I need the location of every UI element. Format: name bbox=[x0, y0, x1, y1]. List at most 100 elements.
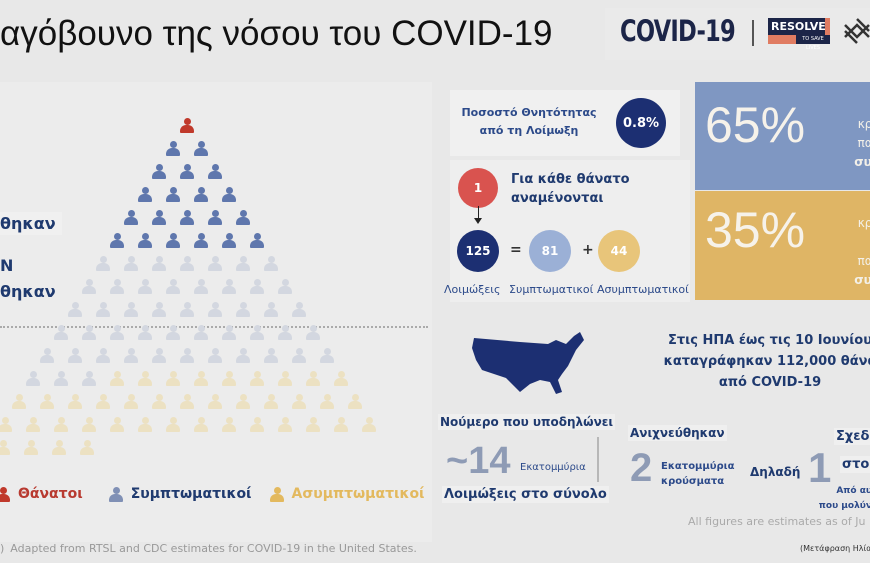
ratio-sub-text: Από αυ που μολύν bbox=[818, 486, 870, 511]
person-icon bbox=[180, 394, 194, 409]
total-infections-caption: Λοιμώξεις στο σύνολο bbox=[442, 486, 609, 503]
arrow-line bbox=[478, 206, 479, 220]
person-icon bbox=[278, 279, 292, 294]
not-detected-label-line2: θηκαν bbox=[0, 282, 56, 301]
person-icon bbox=[82, 371, 96, 386]
person-icon bbox=[152, 164, 166, 179]
person-icon bbox=[138, 187, 152, 202]
person-icon bbox=[348, 394, 362, 409]
partner-knot-icon bbox=[844, 18, 870, 44]
person-icon bbox=[12, 394, 26, 409]
person-icon bbox=[180, 118, 194, 133]
person-icon bbox=[278, 371, 292, 386]
person-icon bbox=[26, 417, 40, 432]
person-icon bbox=[110, 325, 124, 340]
caption-symptomatic: Συμπτωματικοί bbox=[509, 283, 594, 296]
person-icon bbox=[222, 417, 236, 432]
usa-deaths-text: Στις ΗΠΑ έως τις 10 Ιουνίου καταγράφηκαν… bbox=[663, 333, 870, 390]
person-icon bbox=[278, 417, 292, 432]
equals-sign: = bbox=[510, 242, 522, 258]
person-icon bbox=[334, 371, 348, 386]
person-icon bbox=[124, 210, 138, 225]
person-icon bbox=[110, 371, 124, 386]
person-icon bbox=[278, 325, 292, 340]
person-icon bbox=[194, 141, 208, 156]
symptomatic-percent-text: Τ κρουσ παρου συμπτ bbox=[854, 117, 870, 169]
person-icon bbox=[152, 394, 166, 409]
pyramid-panel: θηκαν Ν θηκαν bbox=[0, 82, 432, 542]
person-icon bbox=[208, 210, 222, 225]
total-infections-unit: Εκατομμύρια bbox=[520, 462, 586, 473]
person-icon bbox=[320, 394, 334, 409]
person-icon-red bbox=[0, 486, 10, 502]
detection-threshold-line bbox=[0, 326, 428, 328]
person-icon bbox=[68, 348, 82, 363]
person-icon bbox=[124, 348, 138, 363]
person-icon bbox=[138, 325, 152, 340]
person-icon bbox=[40, 394, 54, 409]
person-icon bbox=[138, 279, 152, 294]
person-icon bbox=[250, 417, 264, 432]
person-icon bbox=[54, 371, 68, 386]
person-icon bbox=[194, 233, 208, 248]
person-icon bbox=[166, 325, 180, 340]
person-icon bbox=[82, 279, 96, 294]
person-icon bbox=[110, 233, 124, 248]
person-icon bbox=[152, 256, 166, 271]
divider bbox=[597, 437, 599, 482]
resolve-logo-bottom: TO SAVE LIVES bbox=[796, 35, 830, 51]
caption-asymptomatic: Ασυμπτωματικοί bbox=[597, 283, 689, 296]
person-icon bbox=[54, 417, 68, 432]
person-icon bbox=[96, 348, 110, 363]
per-death-text: Για κάθε θάνατο αναμένονται bbox=[511, 172, 630, 206]
person-icon bbox=[82, 325, 96, 340]
person-icon bbox=[68, 302, 82, 317]
asymptomatic-circle: 44 bbox=[598, 230, 640, 272]
person-icon bbox=[110, 417, 124, 432]
symptomatic-percent-box: 65% Τ κρουσ παρου συμπτ bbox=[695, 82, 870, 190]
person-icon bbox=[166, 233, 180, 248]
plus-sign: + bbox=[582, 242, 594, 258]
person-icon bbox=[138, 233, 152, 248]
asymptomatic-percent-box: 35% Τ κρουσ Δ παρου συμπτ bbox=[695, 191, 870, 300]
person-icon bbox=[222, 371, 236, 386]
person-icon bbox=[166, 187, 180, 202]
totals-block: Νούμερο που υποδηλώνει ~14 Εκατομμύρια Λ… bbox=[436, 410, 870, 535]
person-icon bbox=[250, 371, 264, 386]
resolve-logo-top: RESOLVE bbox=[768, 18, 830, 35]
person-icon bbox=[180, 164, 194, 179]
person-icon bbox=[194, 325, 208, 340]
person-icon bbox=[306, 417, 320, 432]
person-icon bbox=[236, 348, 250, 363]
person-icon bbox=[250, 279, 264, 294]
person-icon bbox=[236, 394, 250, 409]
person-icon bbox=[26, 371, 40, 386]
person-icon bbox=[208, 302, 222, 317]
person-icon bbox=[194, 417, 208, 432]
person-icon bbox=[180, 348, 194, 363]
asymptomatic-percent-text: Τ κρουσ Δ παρου συμπτ bbox=[854, 216, 870, 287]
person-icon bbox=[80, 440, 94, 455]
symptomatic-percent: 65% bbox=[705, 97, 806, 153]
pyramid-legend: Θάνατοι Συμπτωματικοί Ασυμπτωματικοί bbox=[0, 486, 443, 502]
asymptomatic-percent: 35% bbox=[705, 202, 806, 258]
person-icon bbox=[236, 302, 250, 317]
detected-label: θηκαν bbox=[0, 212, 62, 235]
person-icon bbox=[0, 440, 10, 455]
person-icon bbox=[180, 302, 194, 317]
person-icon bbox=[194, 371, 208, 386]
person-icon bbox=[124, 394, 138, 409]
not-detected-label-line1: Ν bbox=[0, 256, 14, 275]
person-icon bbox=[306, 325, 320, 340]
caption-infections: Λοιμώξεις bbox=[444, 283, 501, 296]
person-icon bbox=[52, 440, 66, 455]
total-number-label: Νούμερο που υποδηλώνει bbox=[438, 414, 616, 430]
person-icon bbox=[208, 164, 222, 179]
person-icon bbox=[40, 348, 54, 363]
person-icon bbox=[250, 325, 264, 340]
ratio-value: 1 bbox=[808, 444, 832, 491]
resolve-logo: RESOLVE TO SAVE LIVES bbox=[768, 18, 830, 51]
legend-symptomatic: Συμπτωματικοί bbox=[108, 486, 252, 502]
person-icon bbox=[68, 394, 82, 409]
covid-19-logo: COVID-19 bbox=[620, 14, 736, 48]
